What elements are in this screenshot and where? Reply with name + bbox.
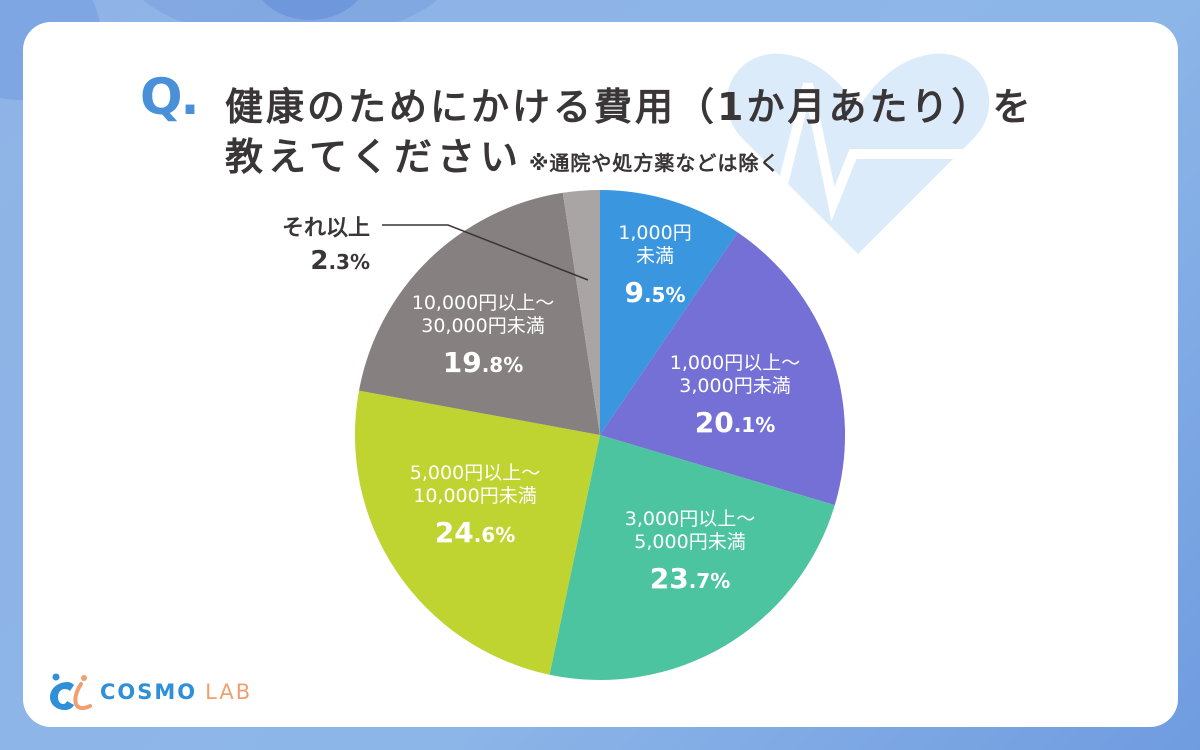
pie-slice-under-1000 bbox=[600, 190, 738, 435]
pie-slice-5000-10000 bbox=[354, 390, 600, 675]
title-note: ※通院や処方薬などは除く bbox=[528, 151, 781, 175]
page-title-line2: 教えてください ※通院や処方薬などは除く bbox=[225, 126, 780, 181]
slice-label-5000-10000: 5,000円以上～ 10,000円未満 24.6% bbox=[409, 462, 541, 549]
logo-text: COSMO LAB bbox=[100, 680, 253, 704]
page-title-line2-text: 教えてください bbox=[225, 135, 523, 179]
pie-slice-over-30000 bbox=[562, 189, 600, 435]
slice-label-under-1000: 1,000円 未満 9.5% bbox=[618, 222, 692, 309]
pie-slice-3000-5000 bbox=[549, 435, 835, 680]
cosmo-lab-logo: COSMO LAB bbox=[48, 672, 252, 712]
page-title-line1: 健康のためにかける費用（1か月あたり）を bbox=[225, 85, 1034, 129]
pie-slice-10000-30000 bbox=[359, 192, 600, 435]
slice-label-10000-30000: 10,000円以上～ 30,000円未満 19.8% bbox=[411, 292, 555, 379]
cosmo-lab-mark-icon bbox=[50, 673, 92, 711]
slice-label-1000-3000: 1,000円以上～ 3,000円未満 20.1% bbox=[669, 352, 801, 439]
slice-label-over-30000: それ以上 2.3% bbox=[281, 216, 370, 276]
slice-label-3000-5000: 3,000円以上～ 5,000円未満 23.7% bbox=[624, 508, 756, 595]
question-mark-label: Q. bbox=[140, 68, 199, 126]
pie-slice-1000-3000 bbox=[600, 232, 846, 506]
heartbeat-heart-icon bbox=[713, 53, 1003, 254]
callout-line bbox=[382, 224, 589, 281]
